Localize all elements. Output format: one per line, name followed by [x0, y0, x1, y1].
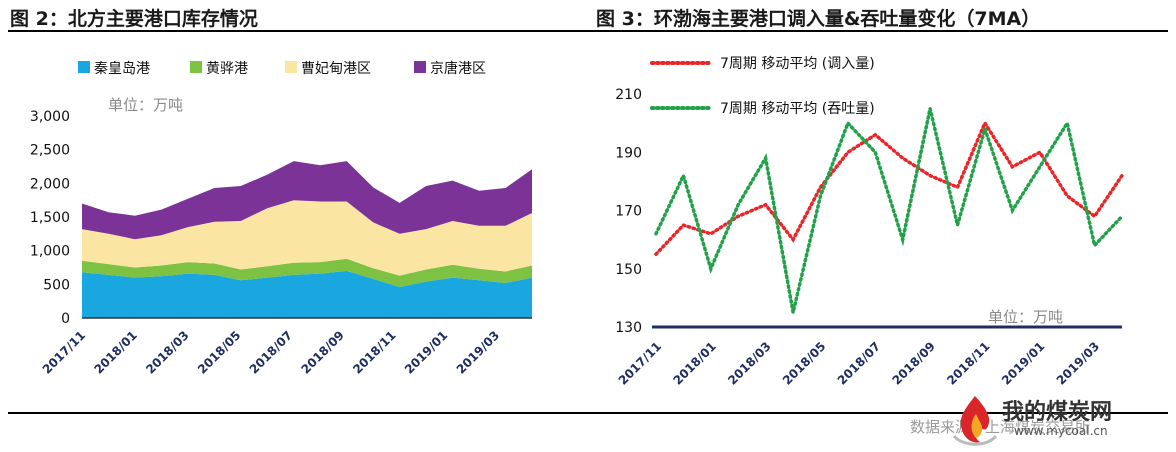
logo-url: www.mycoal.cn: [1014, 424, 1108, 438]
left-y-tick-label: 2,500: [30, 143, 70, 159]
left-y-tick-label: 500: [43, 277, 70, 293]
right-y-tick-label: 190: [615, 145, 642, 161]
left-y-tick-label: 1,500: [30, 210, 70, 226]
legend-series-label-1: 7周期 移动平均 (调入量): [720, 56, 875, 72]
right-x-tick-label: 2018/09: [889, 339, 937, 387]
legend-series-label-2: 7周期 移动平均 (吞吐量): [720, 101, 875, 117]
legend-label-2: 黄骅港: [206, 60, 248, 77]
area-series-2: [82, 258, 532, 287]
top-divider: [8, 30, 1168, 32]
right-y-tick-label: 150: [615, 262, 642, 278]
source-note: 数据来源：上海煤炭交易所: [910, 418, 1091, 436]
legend-swatch-4: [414, 61, 426, 73]
right-y-tick-label: 210: [615, 87, 642, 103]
legend-label-1: 秦皇岛港: [94, 61, 150, 77]
area-series-3: [82, 200, 532, 276]
flame-icon: [952, 396, 998, 446]
right-x-tick-label: 2018/03: [725, 339, 773, 387]
bottom-divider: [8, 412, 1168, 414]
right-y-tick-label: 170: [615, 204, 642, 220]
right-chart-title: 图 3：环渤海主要港口调入量&吞吐量变化（7MA）: [596, 8, 1041, 30]
legend-swatch-2: [190, 61, 202, 73]
legend-label-3: 曹妃甸港区: [301, 61, 371, 77]
right-x-tick-label: 2018/11: [944, 339, 992, 387]
legend-label-4: 京唐港区: [430, 60, 486, 77]
legend-swatch-1: [78, 61, 90, 73]
left-y-tick-label: 1,000: [30, 244, 70, 260]
right-x-tick-label: 2019/01: [999, 339, 1047, 387]
line-series-2: [654, 108, 1124, 313]
right-x-tick-label: 2018/07: [835, 339, 883, 387]
right-unit-note: 单位：万吨: [988, 308, 1063, 326]
logo-name: 我的煤炭网: [1002, 400, 1113, 425]
left-y-tick-label: 0: [61, 311, 70, 327]
area-series-1: [82, 270, 532, 318]
right-x-tick-label: 2017/11: [616, 339, 664, 387]
left-y-tick-label: 3,000: [30, 109, 70, 125]
left-chart-title: 图 2：北方主要港口库存情况: [10, 8, 258, 30]
area-series-4: [82, 161, 532, 240]
left-unit-note: 单位：万吨: [108, 96, 183, 114]
right-x-tick-label: 2018/01: [670, 339, 718, 387]
left-y-tick-label: 2,000: [30, 176, 70, 192]
right-x-tick-label: 2018/05: [780, 339, 828, 387]
right-y-tick-label: 130: [615, 320, 642, 336]
logo: 我的煤炭网 www.mycoal.cn: [950, 390, 1172, 450]
legend-swatch-3: [285, 61, 297, 73]
right-x-tick-label: 2019/03: [1054, 339, 1102, 387]
